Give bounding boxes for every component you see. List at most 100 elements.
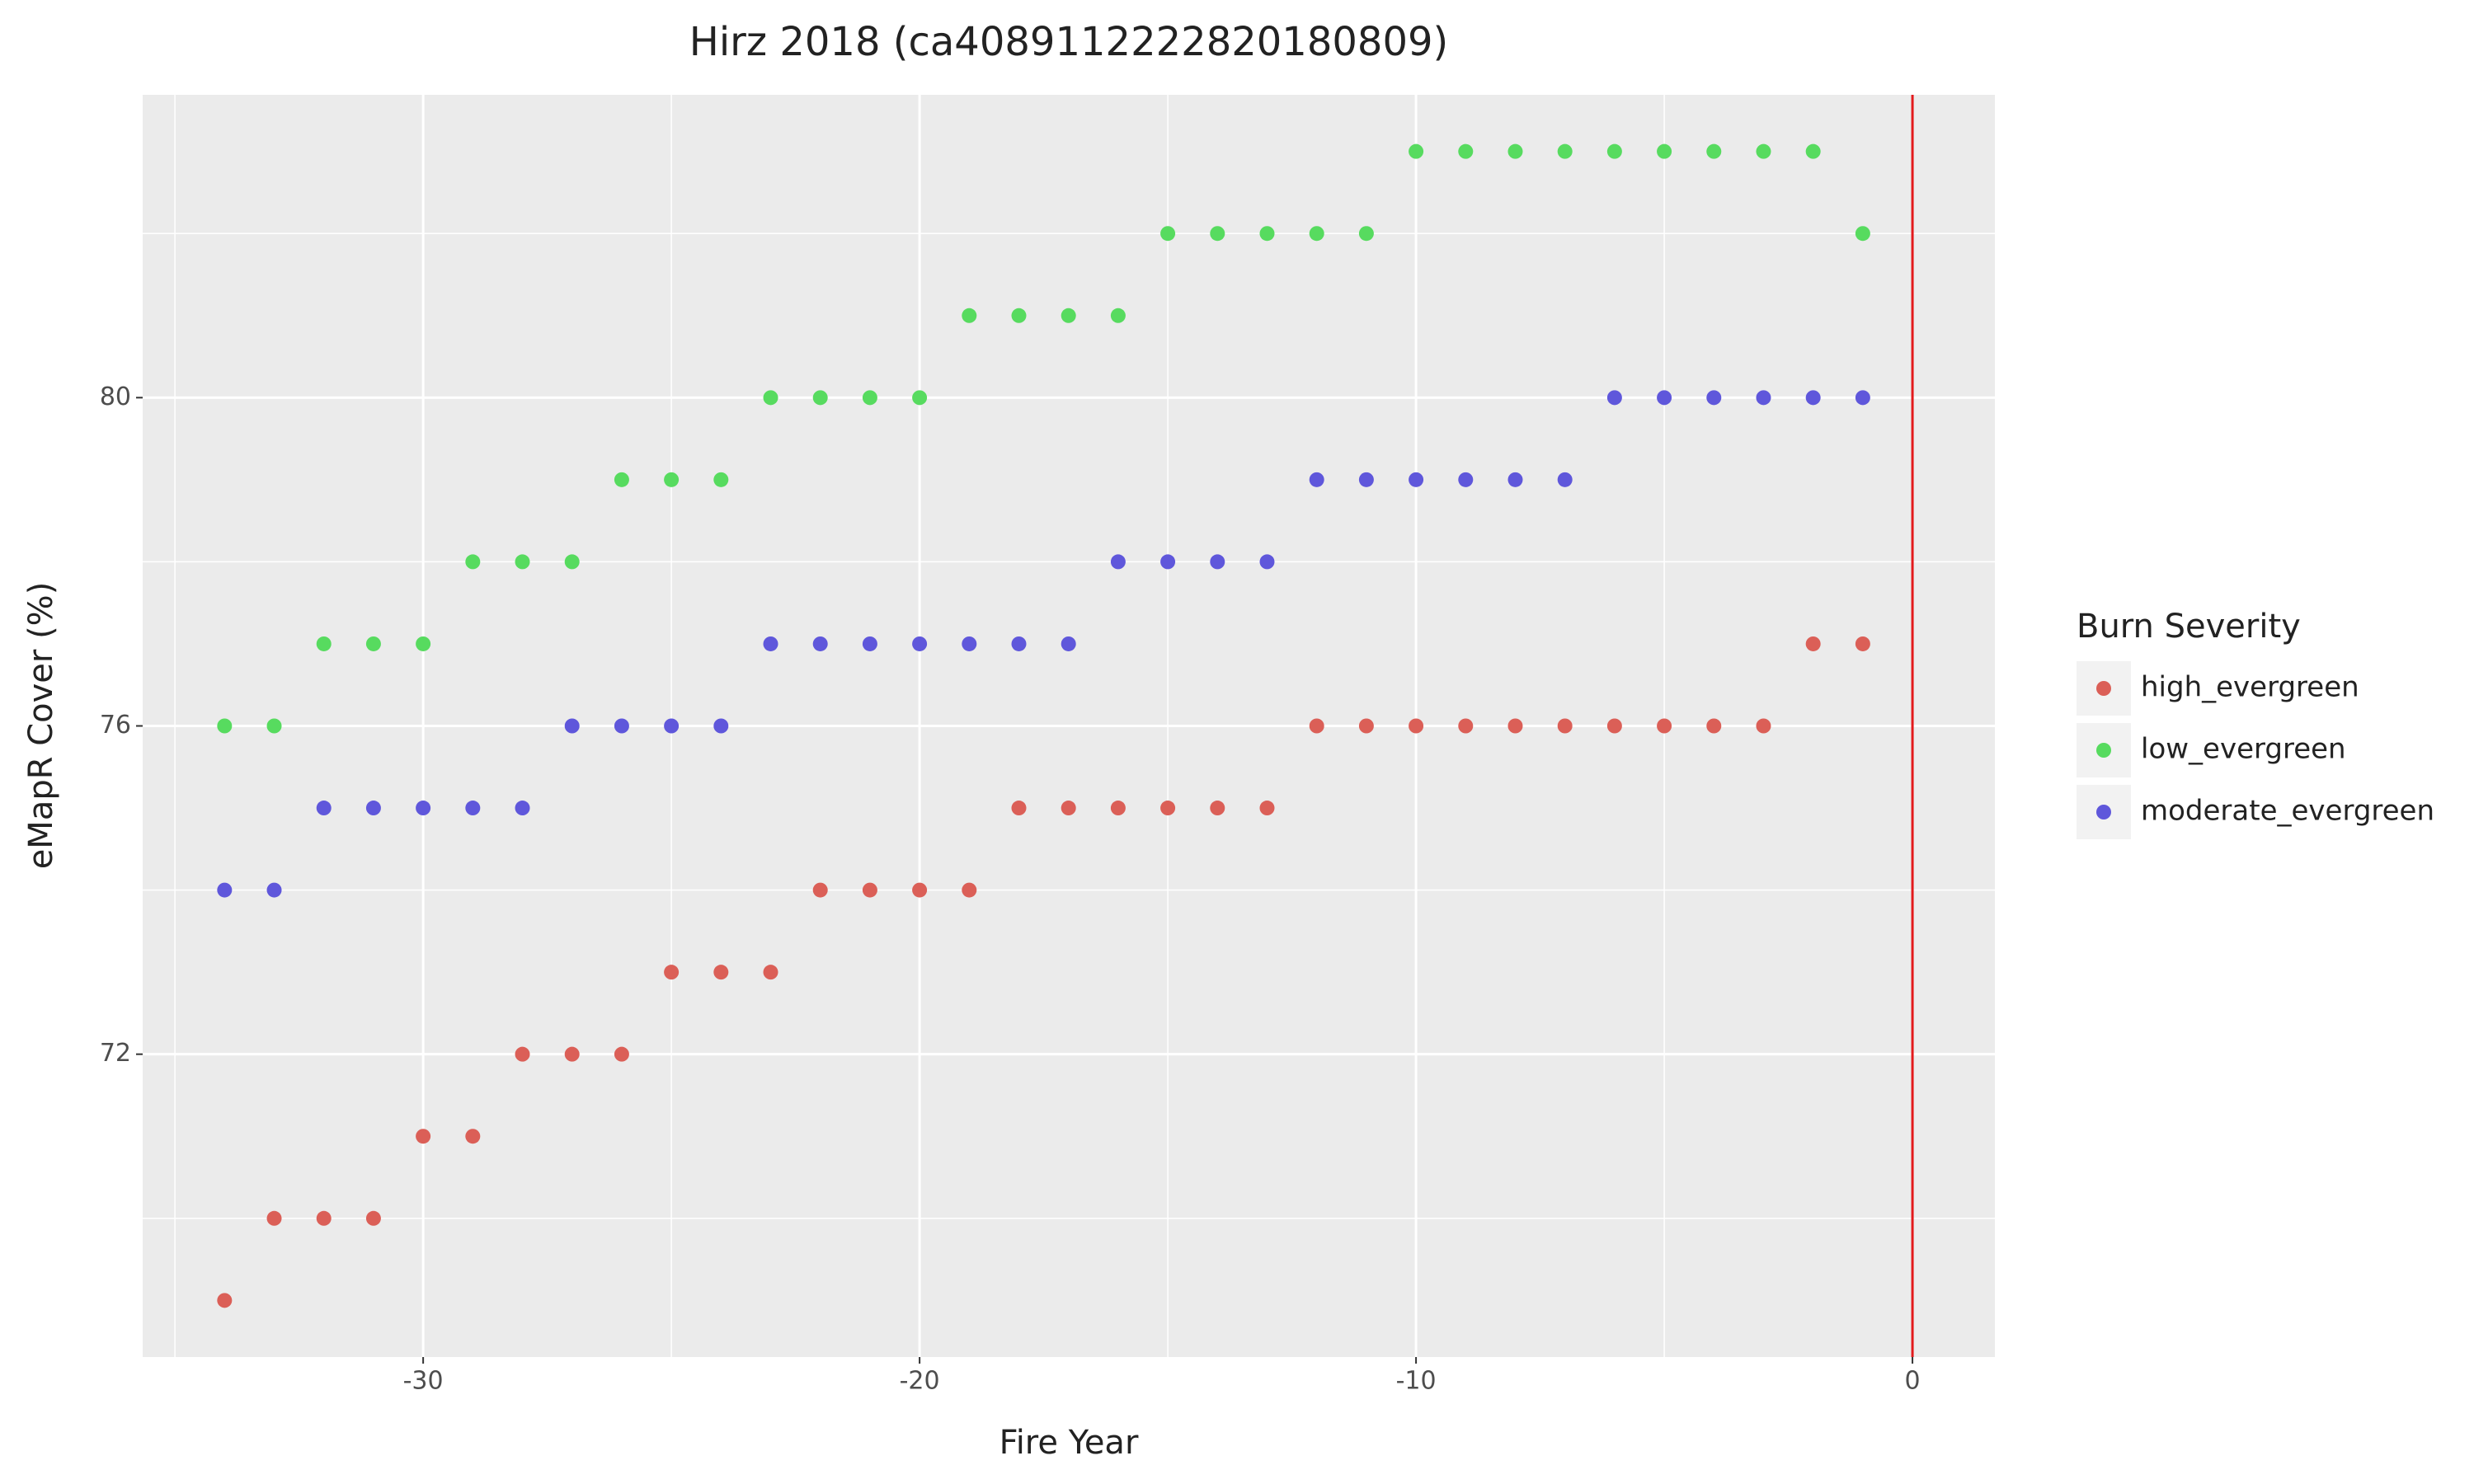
data-point xyxy=(1855,390,1870,406)
data-point xyxy=(1259,226,1275,242)
data-point xyxy=(1110,308,1126,323)
x-axis-label: Fire Year xyxy=(999,1424,1139,1462)
data-point xyxy=(515,1046,530,1062)
data-point xyxy=(812,390,828,406)
data-point xyxy=(1309,718,1324,734)
data-point xyxy=(1805,390,1821,406)
data-point xyxy=(1061,636,1076,651)
data-point xyxy=(217,1293,233,1308)
data-point xyxy=(1061,308,1076,323)
data-point xyxy=(962,636,977,651)
data-point xyxy=(1706,390,1722,406)
chart-title: Hirz 2018 (ca4089112222820180809) xyxy=(689,19,1449,65)
data-point xyxy=(1011,308,1027,323)
data-point xyxy=(962,882,977,898)
data-point xyxy=(614,472,629,487)
data-point xyxy=(912,636,928,651)
data-point xyxy=(266,1210,282,1226)
data-point xyxy=(1160,554,1176,570)
data-point xyxy=(1011,801,1027,816)
data-point xyxy=(1358,718,1374,734)
data-point xyxy=(515,554,530,570)
data-point xyxy=(1309,472,1324,487)
data-point xyxy=(713,718,729,734)
data-point xyxy=(763,390,778,406)
data-point xyxy=(1557,472,1573,487)
data-point xyxy=(1606,143,1622,159)
data-point xyxy=(1507,472,1523,487)
data-point xyxy=(365,636,381,651)
data-point xyxy=(1259,801,1275,816)
data-point xyxy=(465,1129,481,1144)
data-point xyxy=(266,882,282,898)
data-point xyxy=(1606,390,1622,406)
data-point xyxy=(564,718,580,734)
data-point xyxy=(316,801,332,816)
data-point xyxy=(614,1046,629,1062)
data-point xyxy=(1458,143,1474,159)
data-point xyxy=(664,472,680,487)
data-point xyxy=(1409,472,1424,487)
data-point xyxy=(1011,636,1027,651)
data-point xyxy=(1756,718,1771,734)
data-point xyxy=(1458,472,1474,487)
data-point xyxy=(1657,143,1672,159)
data-point xyxy=(664,718,680,734)
data-point xyxy=(1606,718,1622,734)
data-point xyxy=(812,882,828,898)
data-point xyxy=(1855,226,1870,242)
legend-label: high_evergreen xyxy=(2141,671,2359,704)
data-point xyxy=(416,636,431,651)
data-point xyxy=(1458,718,1474,734)
data-point xyxy=(912,882,928,898)
data-point xyxy=(763,636,778,651)
data-point xyxy=(1706,718,1722,734)
legend-marker xyxy=(2096,681,2111,696)
data-point xyxy=(416,801,431,816)
y-tick-label: 76 xyxy=(100,711,131,740)
data-point xyxy=(564,554,580,570)
legend-title: Burn Severity xyxy=(2077,608,2301,646)
data-point xyxy=(365,1210,381,1226)
legend-marker xyxy=(2096,743,2111,758)
data-point xyxy=(1657,718,1672,734)
x-tick-label: -30 xyxy=(403,1367,444,1396)
data-point xyxy=(465,554,481,570)
y-axis-label: eMapR Cover (%) xyxy=(22,582,60,870)
data-point xyxy=(1160,801,1176,816)
data-point xyxy=(713,965,729,980)
data-point xyxy=(1210,226,1225,242)
data-point xyxy=(1160,226,1176,242)
data-point xyxy=(1409,143,1424,159)
data-point xyxy=(862,636,877,651)
data-point xyxy=(763,965,778,980)
data-point xyxy=(365,801,381,816)
data-point xyxy=(316,636,332,651)
data-point xyxy=(1210,554,1225,570)
data-point xyxy=(564,1046,580,1062)
x-tick-label: -10 xyxy=(1396,1367,1437,1396)
data-point xyxy=(1756,390,1771,406)
data-point xyxy=(1557,718,1573,734)
data-point xyxy=(1756,143,1771,159)
data-point xyxy=(1358,472,1374,487)
data-point xyxy=(316,1210,332,1226)
data-point xyxy=(1210,801,1225,816)
data-point xyxy=(217,718,233,734)
data-point xyxy=(962,308,977,323)
data-point xyxy=(217,882,233,898)
data-point xyxy=(1805,143,1821,159)
y-tick-label: 72 xyxy=(100,1039,131,1068)
data-point xyxy=(812,636,828,651)
x-tick-label: -20 xyxy=(900,1367,940,1396)
data-point xyxy=(664,965,680,980)
legend-label: low_evergreen xyxy=(2141,733,2346,766)
data-point xyxy=(1706,143,1722,159)
data-point xyxy=(1309,226,1324,242)
legend-marker xyxy=(2096,805,2111,819)
data-point xyxy=(1507,718,1523,734)
data-point xyxy=(1259,554,1275,570)
data-point xyxy=(862,390,877,406)
data-point xyxy=(862,882,877,898)
